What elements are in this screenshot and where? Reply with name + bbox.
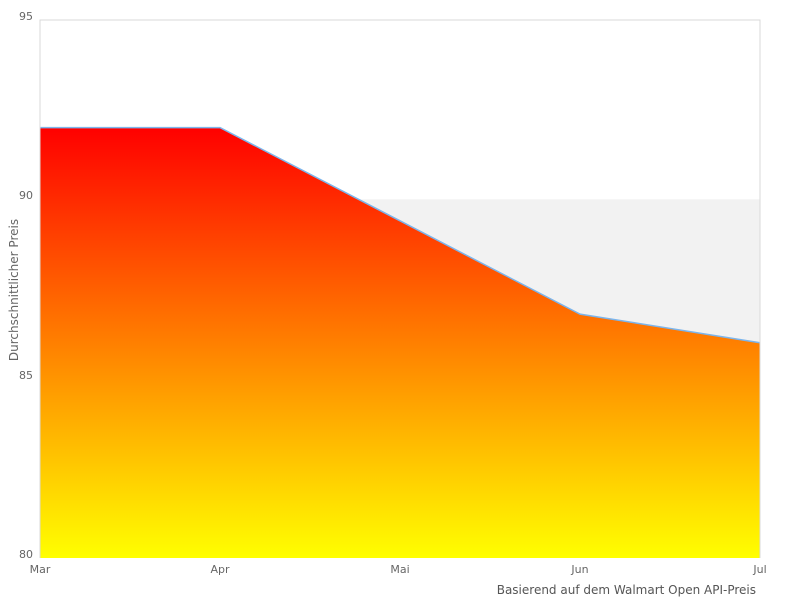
plot-border: [39, 19, 761, 558]
series-line: [40, 126, 761, 344]
y-axis-title: Durchschnittlicher Preis: [7, 218, 21, 362]
x-tick-label: Mar: [29, 563, 51, 576]
x-tick-label: Apr: [210, 563, 230, 576]
y-tick-label: 85: [19, 368, 33, 382]
x-tick-label: Jun: [571, 563, 589, 576]
x-tick-label: Jul: [753, 563, 767, 576]
y-tick-label: 95: [19, 10, 33, 23]
chart-caption: Basierend auf dem Walmart Open API-Preis: [496, 583, 756, 597]
y-tick-label: 80: [19, 548, 33, 561]
area-series[interactable]: [40, 127, 760, 558]
y-tick-label: 90: [19, 189, 33, 203]
x-tick-label: Mai: [390, 563, 410, 576]
